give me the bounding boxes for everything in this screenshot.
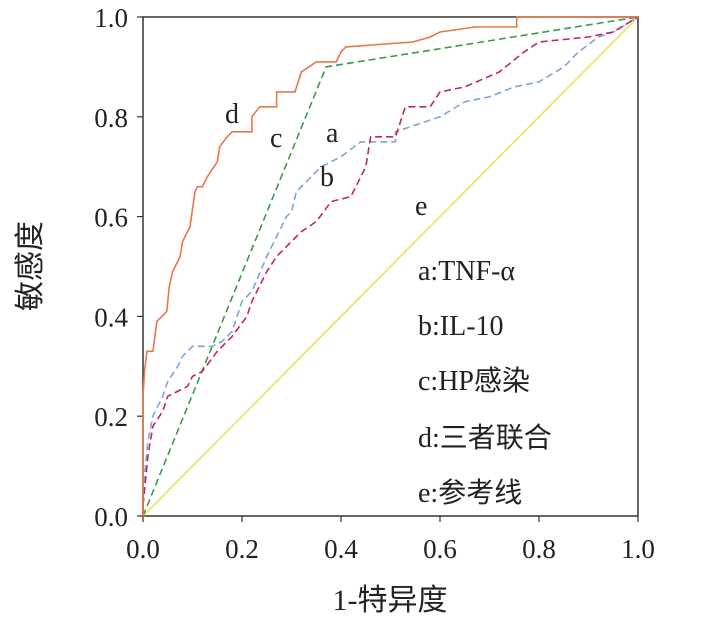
curve-label-c: c bbox=[270, 123, 282, 154]
y-tick-label: 1.0 bbox=[94, 3, 128, 33]
curve-label-d: d bbox=[225, 99, 239, 130]
legend-item-a: a:TNF-α bbox=[418, 256, 515, 287]
x-axis-title: 1-特异度 bbox=[333, 584, 448, 617]
curve-label-e: e bbox=[415, 191, 427, 222]
x-tick-label: 0.0 bbox=[126, 534, 160, 564]
y-tick-label: 0.6 bbox=[94, 203, 128, 233]
x-tick-label: 1.0 bbox=[621, 534, 655, 564]
roc-curve-a bbox=[142, 16, 639, 516]
x-tick-label: 0.2 bbox=[225, 534, 259, 564]
curve-label-a: a bbox=[326, 118, 339, 149]
y-tick-label: 0.4 bbox=[94, 302, 128, 332]
y-tick-label: 0.0 bbox=[94, 502, 128, 532]
legend: a:TNF-α b:IL-10 c:HP感染 d:三者联合 e:参考线 bbox=[418, 256, 552, 509]
curve-label-b: b bbox=[320, 162, 334, 193]
x-tick-label: 0.8 bbox=[522, 534, 556, 564]
legend-item-b: b:IL-10 bbox=[418, 311, 504, 342]
roc-curve-e bbox=[142, 16, 639, 517]
roc-curve-b bbox=[142, 16, 639, 516]
y-tick-label: 0.8 bbox=[94, 103, 128, 133]
y-tick-label: 0.2 bbox=[94, 402, 128, 432]
roc-curve-d bbox=[142, 16, 638, 516]
y-axis-title: 敏感度 bbox=[14, 221, 47, 311]
legend-item-c: c:HP感染 bbox=[418, 365, 530, 397]
roc-curve-c bbox=[142, 16, 639, 517]
legend-item-e: e:参考线 bbox=[418, 477, 522, 509]
x-tick-label: 0.4 bbox=[324, 534, 358, 564]
x-tick-label: 0.6 bbox=[423, 534, 457, 564]
plot-frame bbox=[142, 16, 639, 517]
legend-item-d: d:三者联合 bbox=[418, 422, 552, 454]
